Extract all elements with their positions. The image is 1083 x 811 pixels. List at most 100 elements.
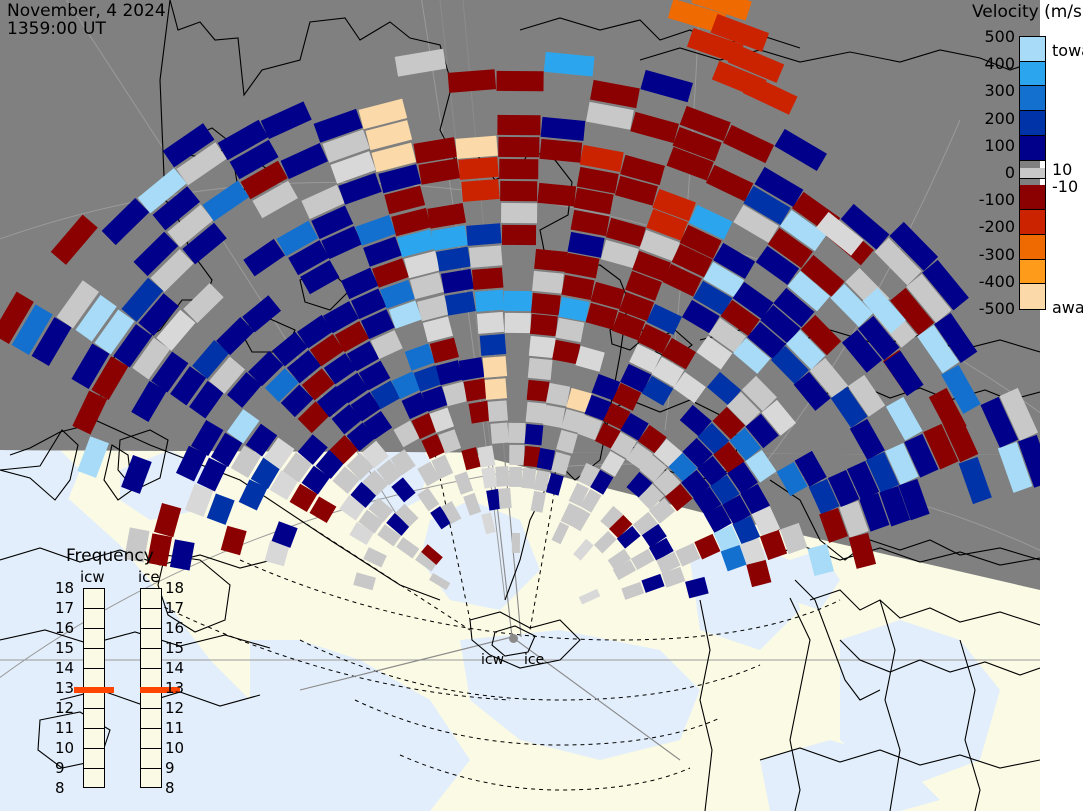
frequency-tick-8: 8 [55, 779, 65, 797]
radar-cell[interactable] [500, 202, 537, 224]
radar-cell[interactable] [640, 574, 665, 594]
radar-cell[interactable] [498, 488, 512, 510]
radar-cell[interactable] [640, 69, 693, 103]
frequency-bar-segment [84, 609, 104, 629]
radar-cell[interactable] [482, 355, 507, 378]
map-canvas[interactable]: icw ice [0, 0, 1040, 811]
radar-cell[interactable] [497, 114, 541, 136]
radar-origin-marker [509, 634, 518, 643]
velocity-legend-title: Velocity (m/s) [972, 2, 1083, 22]
radar-cell[interactable] [555, 318, 586, 343]
radar-cell[interactable] [471, 267, 504, 291]
frequency-bar-segment [141, 609, 161, 629]
radar-cell[interactable] [477, 444, 496, 468]
velocity-tick--200: -200 [978, 217, 1015, 237]
radar-cell[interactable] [455, 135, 499, 159]
radar-cell[interactable] [501, 224, 536, 246]
velocity-tick--500: -500 [978, 299, 1015, 318]
radar-cell[interactable] [480, 512, 496, 535]
radar-cell[interactable] [496, 70, 544, 92]
radar-cell[interactable] [558, 296, 591, 322]
radar-cell[interactable] [417, 158, 461, 186]
radar-cell[interactable] [561, 274, 595, 301]
radar-cell[interactable] [630, 112, 679, 144]
radar-cell[interactable] [362, 546, 387, 568]
radar-cell[interactable] [511, 532, 520, 554]
radar-cell[interactable] [499, 180, 538, 202]
radar-cell[interactable] [466, 223, 502, 247]
radar-cell[interactable] [508, 422, 526, 444]
radar-cell[interactable] [539, 139, 583, 164]
radar-cell[interactable] [485, 378, 508, 400]
velocity-tick-100: 100 [984, 135, 1015, 155]
radar-cell[interactable] [50, 214, 98, 265]
radar-cell[interactable] [579, 588, 601, 605]
radar-cell[interactable] [555, 430, 578, 455]
radar-cell[interactable] [445, 290, 477, 316]
frequency-tick-16: 16 [165, 619, 185, 637]
radar-cell[interactable] [685, 576, 710, 599]
radar-cell[interactable] [746, 560, 772, 588]
velocity-color-segment [1020, 185, 1045, 211]
frequency-tick-18: 18 [165, 579, 185, 597]
radar-cell[interactable] [621, 581, 645, 600]
radar-cell[interactable] [458, 356, 485, 381]
radar-cell[interactable] [530, 314, 559, 337]
radar-cell[interactable] [454, 471, 474, 496]
radar-cell[interactable] [807, 543, 835, 576]
radar-cell[interactable] [572, 538, 594, 561]
radar-cell[interactable] [885, 396, 923, 442]
radar-cell[interactable] [532, 270, 565, 294]
radar-cell[interactable] [504, 312, 531, 334]
radar-cell[interactable] [120, 455, 152, 494]
radar-cell[interactable] [508, 444, 525, 466]
radar-cell[interactable] [101, 197, 149, 246]
radar-cell[interactable] [498, 136, 540, 158]
radar-cell[interactable] [490, 422, 510, 444]
radar-cell[interactable] [575, 345, 605, 372]
radar-cell[interactable] [220, 525, 247, 555]
velocity-tick-400: 400 [984, 54, 1015, 74]
radar-cell[interactable] [524, 423, 544, 446]
radar-cell[interactable] [477, 311, 505, 335]
radar-cell[interactable] [503, 290, 533, 312]
radar-cell[interactable] [551, 522, 570, 545]
radar-cell[interactable] [530, 491, 546, 514]
radar-cell[interactable] [848, 532, 876, 569]
radar-cell[interactable] [447, 68, 497, 93]
radar-cell[interactable] [474, 289, 505, 313]
radar-cell[interactable] [458, 157, 500, 181]
radar-cell[interactable] [528, 336, 556, 359]
radar-cell[interactable] [774, 128, 827, 172]
radar-cell[interactable] [537, 182, 577, 207]
radar-cell[interactable] [280, 143, 329, 180]
radar-cell[interactable] [883, 351, 924, 397]
radar-cell[interactable] [429, 572, 451, 590]
frequency-tick-14: 14 [165, 659, 185, 677]
radar-cell[interactable] [154, 502, 182, 538]
radar-cell[interactable] [396, 537, 420, 559]
radar-cell[interactable] [540, 117, 586, 142]
radar-cell[interactable] [527, 358, 553, 381]
radar-cell[interactable] [533, 248, 568, 272]
radar-cell[interactable] [469, 245, 503, 269]
radar-cell[interactable] [958, 456, 992, 504]
radar-cell[interactable] [427, 202, 466, 229]
radar-cell[interactable] [353, 571, 377, 591]
radar-cell[interactable] [461, 179, 501, 203]
radar-cell[interactable] [487, 400, 509, 422]
radar-cell[interactable] [260, 101, 312, 140]
frequency-bar-name-ice: ice [138, 568, 160, 586]
radar-cell[interactable] [479, 333, 506, 356]
frequency-tick-9: 9 [55, 759, 65, 777]
radar-cell[interactable] [72, 390, 108, 435]
radar-cell[interactable] [722, 125, 774, 164]
radar-cell[interactable] [499, 158, 539, 180]
radar-cell[interactable] [544, 51, 595, 77]
radar-cell[interactable] [440, 268, 474, 294]
radar-cell[interactable] [77, 436, 110, 479]
radar-cell[interactable] [462, 492, 481, 516]
radar-cell[interactable] [531, 292, 562, 316]
radar-cell[interactable] [436, 246, 471, 273]
radar-cell[interactable] [395, 48, 447, 77]
